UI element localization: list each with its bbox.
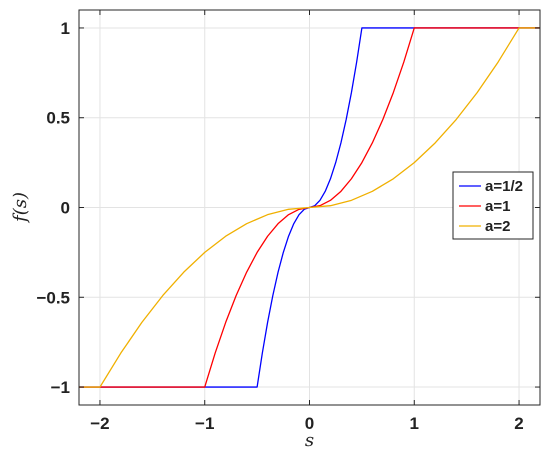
x-tick-label: 0 <box>305 414 314 433</box>
y-tick-label: 0 <box>61 199 70 218</box>
y-tick-label: 0.5 <box>46 109 70 128</box>
x-tick-label: 2 <box>514 414 523 433</box>
series-group <box>79 27 540 388</box>
x-tick-label: 1 <box>410 414 419 433</box>
x-tick-label: −2 <box>90 414 109 433</box>
x-tick-label: −1 <box>195 414 214 433</box>
legend-label: a=1/2 <box>485 178 523 195</box>
y-tick-label: 1 <box>61 19 70 38</box>
y-tick-label: −0.5 <box>36 288 70 307</box>
legend-label: a=2 <box>485 218 510 235</box>
legend: a=1/2 a=1 a=2 <box>452 171 534 240</box>
series-line-3 <box>79 27 540 388</box>
legend-label: a=1 <box>485 198 510 215</box>
y-axis-label: f(s) <box>10 192 31 224</box>
y-tick-label: −1 <box>51 378 70 397</box>
x-axis-label: s <box>305 430 314 451</box>
ticks-group: −2 −1 0 1 2 −1 −0.5 0 0.5 1 <box>36 10 540 433</box>
